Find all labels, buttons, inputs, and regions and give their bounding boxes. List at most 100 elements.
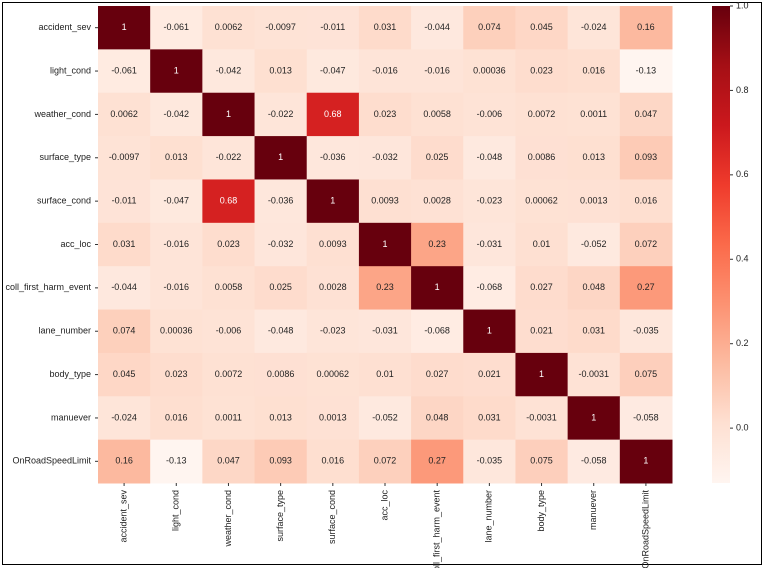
cell-label: -0.13 — [166, 456, 187, 466]
heatmap-cell — [254, 309, 308, 354]
heatmap-cell — [411, 266, 464, 311]
cell-label: -0.032 — [268, 239, 294, 249]
heatmap-cell — [306, 439, 360, 484]
heatmap-cell — [358, 266, 412, 311]
heatmap-cell — [567, 179, 621, 224]
heatmap-cell — [411, 49, 464, 94]
heatmap-cell — [98, 222, 151, 267]
heatmap-cell — [306, 352, 360, 397]
heatmap-cell — [567, 266, 621, 311]
heatmap-cell — [463, 49, 516, 94]
cell-label: -0.0097 — [109, 152, 140, 162]
heatmap-cell — [411, 352, 464, 397]
cell-label: 0.00036 — [160, 326, 193, 336]
cell-label: 0.013 — [269, 65, 292, 75]
heatmap-cell — [619, 179, 673, 224]
heatmap-cell — [411, 6, 464, 50]
heatmap-cell — [358, 222, 412, 267]
cell-label: -0.011 — [320, 22, 345, 32]
cell-label: -0.031 — [477, 239, 503, 249]
cell-label: -0.068 — [424, 326, 450, 336]
cell-label: 0.031 — [113, 239, 136, 249]
cell-label: -0.016 — [164, 239, 190, 249]
cell-label: -0.068 — [477, 282, 503, 292]
cell-label: 0.074 — [113, 326, 136, 336]
heatmap-cell — [515, 136, 569, 180]
heatmap-cell — [463, 439, 516, 484]
cell-label: -0.032 — [372, 152, 398, 162]
cell-label: 0.048 — [582, 282, 605, 292]
cell-label: 0.021 — [478, 369, 501, 379]
y-tick-label: OnRoadSpeedLimit — [12, 456, 91, 466]
cell-label: 0.0028 — [423, 196, 451, 206]
heatmap-cell — [98, 309, 151, 354]
cell-label: 0.0093 — [371, 196, 399, 206]
colorbar-tick-label: 1.0 — [736, 0, 749, 10]
x-tick-label: manuever — [588, 490, 598, 530]
heatmap-cell — [98, 6, 151, 50]
heatmap-cell — [358, 439, 412, 484]
cell-label: -0.047 — [164, 196, 190, 206]
cell-label: -0.022 — [216, 152, 242, 162]
heatmap-cell — [202, 266, 256, 311]
cell-label: 0.0011 — [215, 412, 242, 422]
heatmap-cell — [306, 136, 360, 180]
heatmap-cell — [619, 396, 673, 441]
heatmap-cell — [254, 6, 308, 50]
heatmap-cell — [202, 49, 256, 94]
heatmap-cell — [463, 352, 516, 397]
colorbar — [712, 6, 730, 483]
cell-label: 0.047 — [217, 456, 240, 466]
heatmap-cell — [411, 309, 464, 354]
y-tick-label: light_cond — [50, 65, 91, 75]
heatmap-cell — [411, 396, 464, 441]
heatmap-cell — [98, 92, 151, 137]
heatmap-cell — [254, 396, 308, 441]
cell-label: 0.27 — [637, 282, 655, 292]
cell-label: -0.022 — [268, 109, 294, 119]
heatmap-cell — [202, 136, 256, 180]
cell-label: -0.061 — [111, 65, 137, 75]
heatmap-cell — [411, 179, 464, 224]
heatmap-cell — [463, 136, 516, 180]
x-tick-label: surface_type — [275, 490, 285, 542]
colorbar-tick-label: 0.0 — [736, 422, 749, 432]
heatmap-cell — [619, 49, 673, 94]
cell-label: 0.0013 — [580, 196, 608, 206]
cell-label: -0.13 — [636, 65, 657, 75]
heatmap-cell — [463, 309, 516, 354]
cell-label: -0.044 — [424, 22, 450, 32]
cell-label: 0.00062 — [525, 196, 558, 206]
heatmap-cell — [150, 439, 203, 484]
cell-label: 0.023 — [530, 65, 553, 75]
y-tick-label: body_type — [49, 369, 91, 379]
cell-label: 0.025 — [269, 282, 292, 292]
cell-label: -0.024 — [111, 412, 137, 422]
cell-label: 0.023 — [165, 369, 188, 379]
cell-label: 1 — [643, 456, 648, 466]
heatmap-cell — [202, 6, 256, 50]
heatmap-cell — [98, 396, 151, 441]
heatmap-cell — [619, 266, 673, 311]
heatmap-cell — [619, 136, 673, 180]
heatmap-cell — [254, 222, 308, 267]
heatmap-cell — [254, 92, 308, 137]
heatmap-cell — [619, 352, 673, 397]
heatmap-cell — [150, 396, 203, 441]
heatmap-cell — [98, 136, 151, 180]
heatmap-cell — [515, 92, 569, 137]
cell-label: 0.01 — [376, 369, 394, 379]
cell-label: 0.093 — [635, 152, 658, 162]
cell-label: -0.061 — [164, 22, 190, 32]
cell-label: 1 — [435, 282, 440, 292]
cell-label: 0.075 — [635, 369, 658, 379]
heatmap-cell — [98, 266, 151, 311]
cell-label: 0.016 — [322, 456, 345, 466]
cell-label: 0.0028 — [319, 282, 347, 292]
cell-label: 0.0086 — [267, 369, 295, 379]
cell-label: 0.074 — [478, 22, 501, 32]
cell-label: 0.031 — [478, 412, 501, 422]
cell-label: -0.042 — [216, 65, 242, 75]
y-tick-label: accident_sev — [38, 22, 91, 32]
